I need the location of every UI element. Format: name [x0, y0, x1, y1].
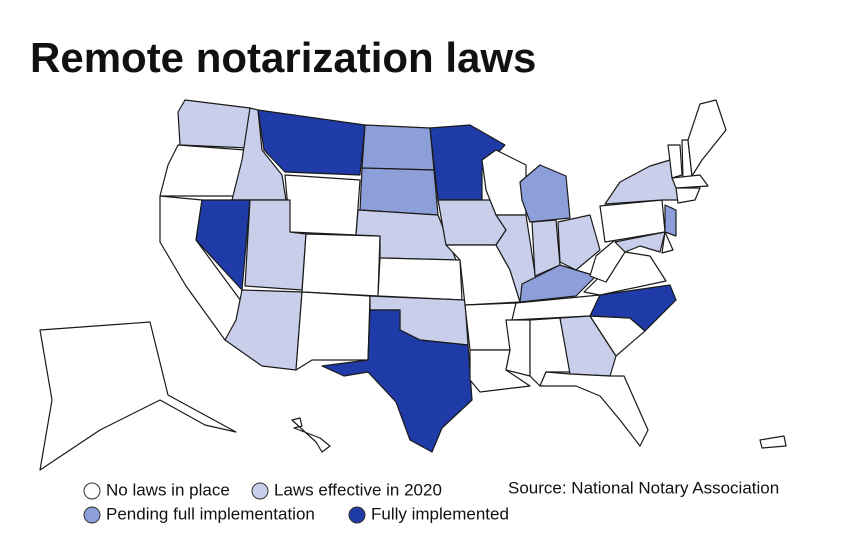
region: [759, 435, 787, 449]
region: [559, 315, 617, 377]
region: [539, 371, 649, 447]
us-map: [39, 99, 787, 471]
region: [291, 417, 331, 453]
region: [159, 144, 246, 197]
region: [671, 174, 709, 189]
legend-swatch: [83, 482, 101, 500]
region: [687, 99, 727, 177]
region: [301, 233, 381, 297]
region: [604, 159, 681, 205]
legend-label: Fully implemented: [371, 504, 509, 523]
region: [177, 99, 251, 149]
region: [495, 214, 537, 303]
region: [675, 187, 701, 204]
legend-swatch: [348, 506, 366, 524]
region: [589, 284, 677, 332]
region: [295, 291, 371, 371]
region: [284, 174, 361, 236]
legend: No laws in place Laws effective in 2020 Pe…: [83, 480, 509, 524]
region: [589, 239, 626, 283]
region: [321, 309, 473, 453]
region: [664, 204, 677, 237]
region: [39, 321, 237, 471]
region: [359, 167, 439, 216]
source: Source: National Notary Association: [508, 478, 779, 497]
region: [505, 319, 531, 377]
region: [667, 144, 683, 179]
region: [661, 231, 674, 254]
region: [519, 164, 571, 223]
region: [361, 124, 435, 171]
legend-label: No laws in place: [106, 480, 230, 499]
legend-swatch: [83, 506, 101, 524]
region: [257, 109, 366, 176]
legend-swatch: [251, 482, 269, 500]
legend-label: Laws effective in 2020: [274, 480, 442, 499]
region: [557, 214, 601, 271]
region: [614, 231, 666, 253]
legend-label: Pending full implementation: [106, 504, 315, 523]
title: Remote notarization laws: [30, 34, 536, 81]
region: [377, 257, 463, 301]
